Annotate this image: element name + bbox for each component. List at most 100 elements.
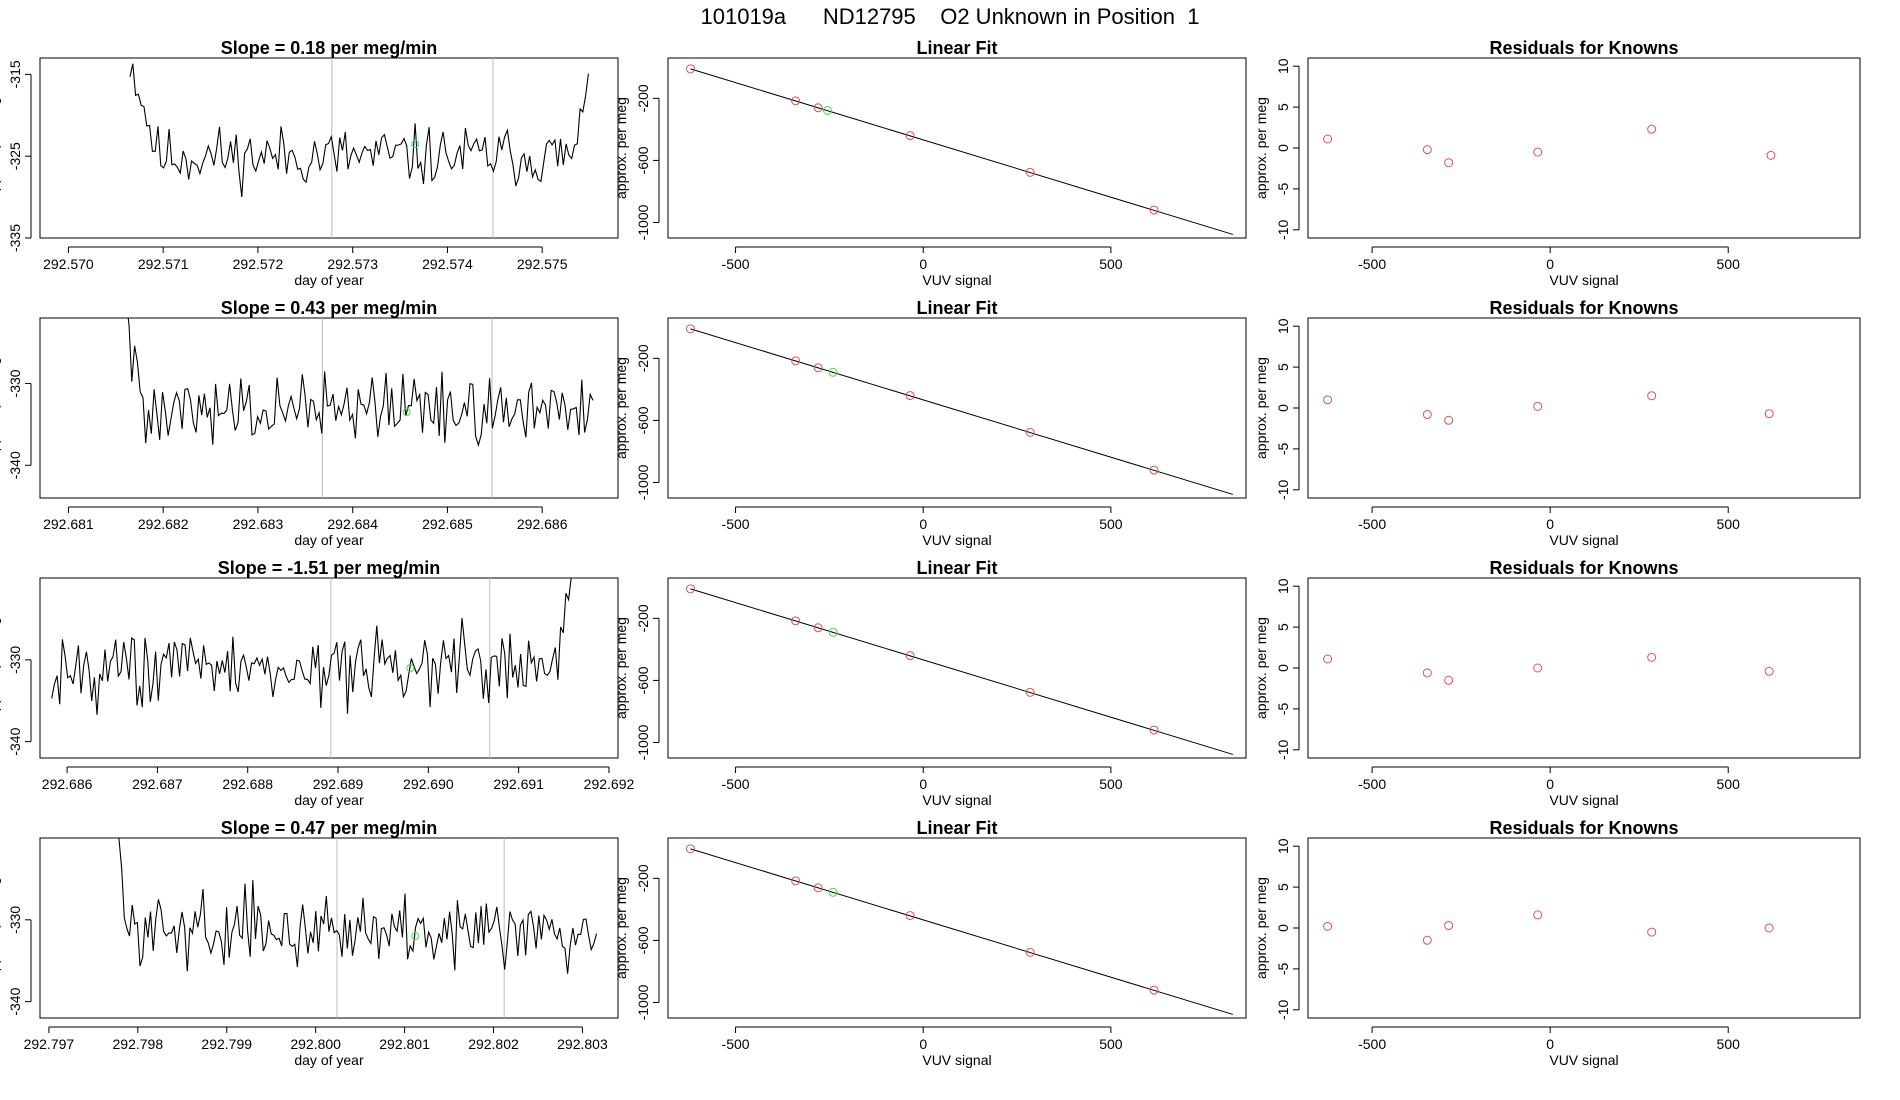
linear-fit-4-x-tick-label: 500 xyxy=(1099,1036,1123,1052)
residual-point xyxy=(1422,145,1432,155)
linear-fit-unknown-point xyxy=(828,367,838,377)
timeseries-2-x-tick-label: 292.684 xyxy=(327,516,378,532)
linear-fit-unknown-point xyxy=(823,105,833,115)
timeseries-1-y-tick-label: -315 xyxy=(7,60,23,88)
residuals-4-y-tick-label: 0 xyxy=(1275,924,1291,932)
residuals-1-title: Residuals for Knowns xyxy=(1489,38,1678,58)
linear-fit-1-frame xyxy=(667,57,1247,239)
linear-fit-unknown-point xyxy=(828,887,838,897)
linear-fit-known-point xyxy=(1025,947,1035,957)
timeseries-3-x-tick-label: 292.689 xyxy=(313,776,364,792)
timeseries-1-frame xyxy=(39,57,619,239)
linear-fit-4-frame xyxy=(667,837,1247,1019)
residuals-1-y-tick-label: -5 xyxy=(1275,182,1291,195)
residuals-4-y-axis-label: approx. per meg xyxy=(1253,877,1269,979)
linear-fit-1-x-tick-label: 500 xyxy=(1099,256,1123,272)
residuals-2-x-tick-label: 0 xyxy=(1546,516,1554,532)
linear-fit-known-point xyxy=(686,584,696,594)
timeseries-3-y-tick-label: -330 xyxy=(7,646,23,674)
linear-fit-2-x-tick-label: 0 xyxy=(919,516,927,532)
timeseries-4-y-tick-label: -340 xyxy=(7,987,23,1015)
residuals-2-x-axis-label: VUV signal xyxy=(1549,532,1618,548)
linear-fit-known-point xyxy=(686,844,696,854)
residuals-1-y-tick-label: -10 xyxy=(1275,219,1291,239)
linear-fit-4-panel: Linear Fit -500 0 500 VUV signal -200 -600 -100… xyxy=(613,818,1247,1068)
timeseries-3-frame xyxy=(39,577,619,759)
linear-fit-1-x-axis-label: VUV signal xyxy=(922,272,991,288)
timeseries-3-y-tick-label: -340 xyxy=(7,727,23,755)
linear-fit-4-y-axis-label: approx. per meg xyxy=(613,877,629,979)
linear-fit-known-point xyxy=(905,651,915,661)
residuals-3-x-axis-label: VUV signal xyxy=(1549,792,1618,808)
timeseries-series-line xyxy=(129,63,589,198)
residuals-3-frame xyxy=(1307,577,1861,759)
linear-fit-4-x-tick-label: 0 xyxy=(919,1036,927,1052)
timeseries-4-x-tick-label: 292.798 xyxy=(113,1036,164,1052)
residuals-2-y-tick-label: 5 xyxy=(1275,363,1291,371)
timeseries-3-x-tick-label: 292.688 xyxy=(222,776,273,792)
linear-fit-3-x-axis-label: VUV signal xyxy=(922,792,991,808)
linear-fit-3-x-tick-label: 0 xyxy=(919,776,927,792)
linear-fit-known-point xyxy=(813,883,823,893)
residuals-3-panel: Residuals for Knowns -500 0 500 VUV signal -1… xyxy=(1253,558,1861,808)
linear-fit-line xyxy=(690,588,1234,755)
timeseries-1-y-tick-label: -325 xyxy=(7,142,23,170)
residual-point xyxy=(1323,134,1333,144)
timeseries-4-x-tick-label: 292.801 xyxy=(379,1036,430,1052)
linear-fit-3-y-tick-label: -200 xyxy=(635,604,651,632)
timeseries-2-x-tick-label: 292.683 xyxy=(233,516,284,532)
timeseries-2-y-axis-label: approx. per meg xyxy=(0,357,1,459)
residuals-3-x-tick-label: 500 xyxy=(1717,776,1741,792)
timeseries-3-x-tick-label: 292.692 xyxy=(584,776,635,792)
linear-fit-known-point xyxy=(813,623,823,633)
linear-fit-1-y-tick-label: -600 xyxy=(635,146,651,174)
residual-point xyxy=(1323,654,1333,664)
linear-fit-2-x-axis-label: VUV signal xyxy=(922,532,991,548)
linear-fit-known-point xyxy=(686,324,696,334)
residual-point xyxy=(1422,410,1432,420)
linear-fit-known-point xyxy=(1025,427,1035,437)
residuals-1-y-axis-label: approx. per meg xyxy=(1253,97,1269,199)
timeseries-2-y-tick-label: -330 xyxy=(7,369,23,397)
linear-fit-3-y-tick-label: -1000 xyxy=(635,724,651,760)
linear-fit-known-point xyxy=(1025,687,1035,697)
timeseries-3-y-axis-label: approx. per meg xyxy=(0,617,1,719)
residual-point xyxy=(1647,652,1657,662)
timeseries-1-x-tick-label: 292.570 xyxy=(43,256,94,272)
linear-fit-1-x-tick-label: 0 xyxy=(919,256,927,272)
linear-fit-known-point xyxy=(813,363,823,373)
residual-point xyxy=(1323,395,1333,405)
timeseries-2-frame xyxy=(39,317,619,499)
residual-point xyxy=(1323,921,1333,931)
residuals-3-title: Residuals for Knowns xyxy=(1489,558,1678,578)
linear-fit-line xyxy=(690,848,1234,1015)
residuals-2-x-tick-label: -500 xyxy=(1358,516,1386,532)
timeseries-3-x-tick-label: 292.686 xyxy=(42,776,93,792)
timeseries-2-panel: Slope = 0.43 per meg/min 292.681 292.682 29… xyxy=(0,298,619,548)
linear-fit-known-point xyxy=(905,911,915,921)
linear-fit-3-y-axis-label: approx. per meg xyxy=(613,617,629,719)
linear-fit-known-point xyxy=(686,64,696,74)
timeseries-3-panel: Slope = -1.51 per meg/min 292.686 292.687 2… xyxy=(0,558,634,808)
residuals-1-x-tick-label: 500 xyxy=(1717,256,1741,272)
timeseries-4-frame xyxy=(39,837,619,1019)
residual-point xyxy=(1422,668,1432,678)
residuals-2-frame xyxy=(1307,317,1861,499)
residual-point xyxy=(1764,923,1774,933)
timeseries-2-x-tick-label: 292.682 xyxy=(138,516,189,532)
timeseries-1-x-tick-label: 292.575 xyxy=(517,256,568,272)
timeseries-2-x-tick-label: 292.681 xyxy=(43,516,94,532)
linear-fit-unknown-point xyxy=(828,627,838,637)
linear-fit-4-title: Linear Fit xyxy=(916,818,997,838)
residuals-4-y-tick-label: 10 xyxy=(1275,838,1291,854)
linear-fit-4-x-axis-label: VUV signal xyxy=(922,1052,991,1068)
timeseries-1-y-tick-label: -335 xyxy=(7,224,23,252)
residuals-4-y-tick-label: -5 xyxy=(1275,962,1291,975)
linear-fit-3-panel: Linear Fit -500 0 500 VUV signal -200 -600 -100… xyxy=(613,558,1247,808)
residual-point xyxy=(1444,415,1454,425)
residuals-3-y-axis-label: approx. per meg xyxy=(1253,617,1269,719)
timeseries-4-x-tick-label: 292.797 xyxy=(24,1036,75,1052)
linear-fit-known-point xyxy=(1025,167,1035,177)
residual-point xyxy=(1444,675,1454,685)
timeseries-1-x-axis-label: day of year xyxy=(294,272,364,288)
